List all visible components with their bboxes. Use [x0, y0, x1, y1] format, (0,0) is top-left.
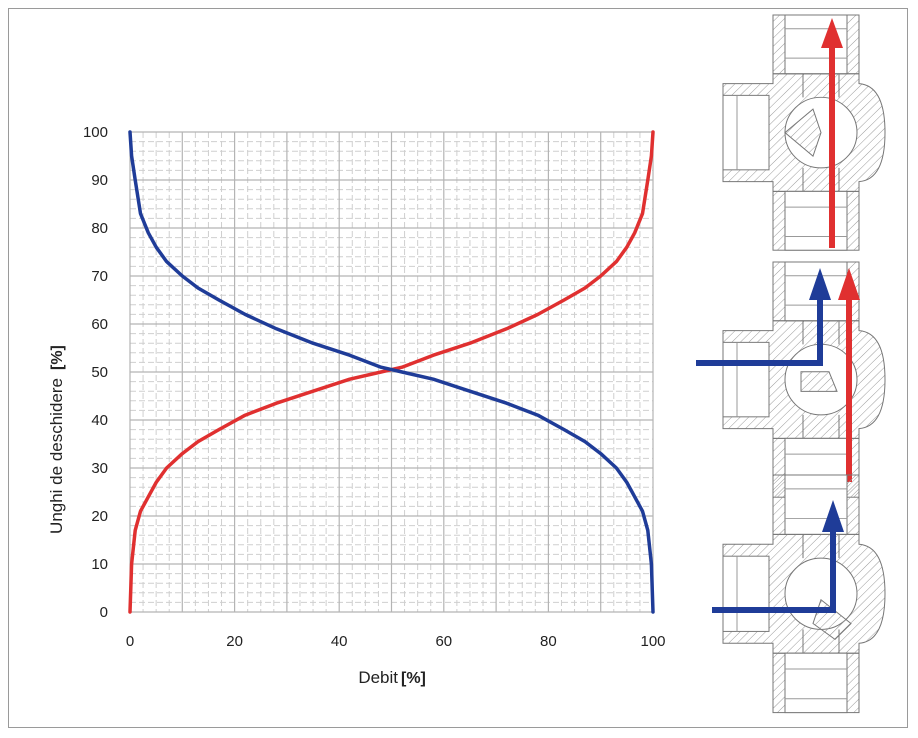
valve-closed-through — [722, 474, 886, 714]
y-tick-label: 80 — [91, 220, 108, 237]
y-axis-unit: [%] — [49, 345, 66, 370]
valve-closed-side — [722, 14, 886, 251]
blue-arrow-elbow-2 — [712, 500, 844, 613]
series-layer — [128, 130, 655, 614]
x-tick-label: 100 — [640, 633, 665, 650]
x-tick-label: 0 — [126, 633, 134, 650]
y-tick-label: 30 — [91, 460, 108, 477]
series-line-blue — [128, 130, 655, 614]
y-tick-label: 50 — [91, 364, 108, 381]
x-axis-label: Debit — [358, 668, 398, 687]
y-axis-label: Unghi de deschidere — [47, 378, 66, 534]
tick-layer: 0 10 20 30 40 50 60 70 80 90 100 0 20 40 60 80 100 — [83, 124, 666, 650]
y-tick-label: 40 — [91, 412, 108, 429]
red-arrow-straight-1 — [821, 18, 843, 248]
y-tick-label: 10 — [91, 556, 108, 573]
ball-segment-icon — [800, 371, 838, 392]
y-tick-label: 60 — [91, 316, 108, 333]
y-tick-label: 70 — [91, 268, 108, 285]
x-tick-label: 40 — [331, 633, 348, 650]
y-tick-label: 0 — [100, 604, 108, 621]
x-axis-unit: [%] — [401, 670, 426, 687]
y-tick-label: 90 — [91, 172, 108, 189]
blue-arrow-elbow-1 — [696, 268, 831, 366]
red-arrow-straight-2 — [838, 268, 860, 482]
x-tick-label: 80 — [540, 633, 557, 650]
x-tick-label: 20 — [226, 633, 243, 650]
y-tick-label: 100 — [83, 124, 108, 141]
valve-mixing — [722, 261, 886, 498]
y-tick-label: 20 — [91, 508, 108, 525]
ball-segment-icon — [784, 108, 822, 157]
grid-major — [129, 131, 654, 613]
x-tick-label: 60 — [435, 633, 452, 650]
